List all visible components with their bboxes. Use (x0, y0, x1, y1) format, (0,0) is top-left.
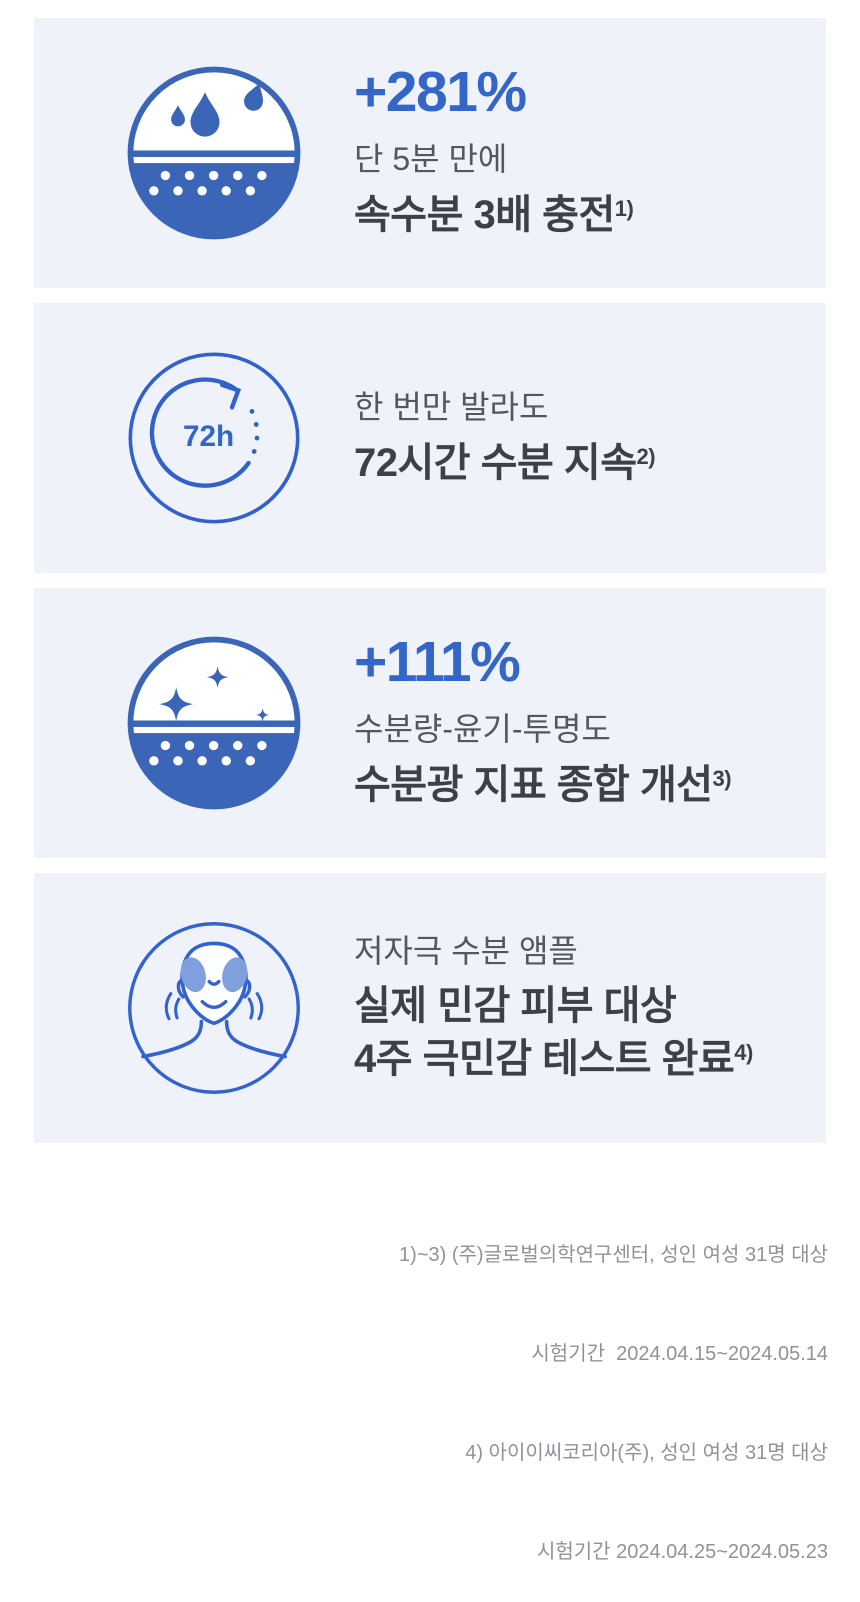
stat-headline: 속수분 3배 충전1) (354, 189, 634, 242)
stat-value: +111% (354, 630, 521, 695)
headline-text: 수분광 지표 종합 개선 (354, 762, 713, 807)
72h-icon-text: 72h (183, 420, 234, 453)
footnote-line: 시험기간 2024.04.25~2024.05.23 (536, 1541, 828, 1563)
stat-card-72h: 72h 한 번만 발라도 72시간 수분 지속2) (34, 303, 826, 573)
headline-text: 속수분 3배 충전 (354, 192, 615, 237)
stat-card-sensitive-test: 저자극 수분 앰플 실제 민감 피부 대상 4주 극민감 테스트 완료4) (34, 873, 826, 1143)
stat-value: +281% (354, 60, 527, 125)
stat-card-glow: +111% 수분량-윤기-투명도 수분광 지표 종합 개선3) (34, 588, 826, 858)
72h-cycle-arrow-icon: 72h (124, 348, 304, 528)
footnote-ref: 3) (712, 765, 732, 791)
headline-text-line2: 4주 극민감 테스트 완료 (354, 1037, 735, 1082)
stat-label: 한 번만 발라도 (354, 389, 549, 426)
stat-headline: 수분광 지표 종합 개선3) (354, 759, 732, 812)
glow-skin-sparkles-icon (124, 633, 304, 813)
headline-text: 72시간 수분 지속 (354, 440, 637, 485)
moist-skin-droplets-icon (124, 63, 304, 243)
footnote-ref: 1) (614, 195, 634, 221)
headline-text-line1: 실제 민감 피부 대상 (354, 984, 677, 1029)
footnotes-block: 1)~3) (주)글로벌의학연구센터, 성인 여성 31명 대상 시험기간 20… (0, 1173, 828, 1602)
stat-label: 저자극 수분 앰플 (354, 933, 578, 970)
stat-card-hydration: +281% 단 5분 만에 속수분 3배 충전1) (34, 18, 826, 288)
stat-headline: 실제 민감 피부 대상 4주 극민감 테스트 완료4) (354, 980, 753, 1086)
stat-label: 단 5분 만에 (354, 141, 508, 178)
stat-label: 수분량-윤기-투명도 (354, 711, 611, 748)
footnote-ref: 2) (636, 443, 656, 469)
footnote-line: 1)~3) (주)글로벌의학연구센터, 성인 여성 31명 대상 (399, 1244, 828, 1266)
sensitive-skin-face-icon (124, 918, 304, 1098)
footnote-line: 4) 아이이씨코리아(주), 성인 여성 31명 대상 (465, 1442, 828, 1464)
footnote-line: 시험기간 2024.04.15~2024.05.14 (531, 1343, 828, 1365)
footnote-ref: 4) (734, 1040, 753, 1066)
stat-headline: 72시간 수분 지속2) (354, 437, 656, 490)
